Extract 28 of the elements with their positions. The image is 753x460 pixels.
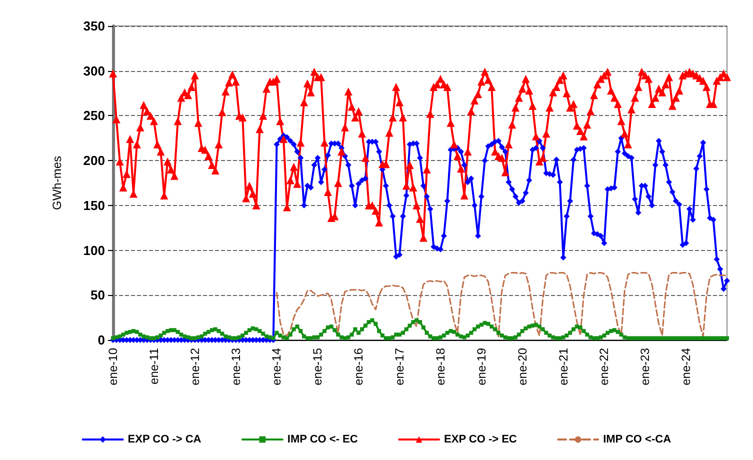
- x-tick-label: ene-22: [597, 348, 612, 386]
- x-tick-label: ene-14: [270, 348, 284, 386]
- x-tick-label: ene-16: [352, 348, 366, 386]
- legend-label: IMP CO <- EC: [287, 434, 358, 446]
- x-tick-label: ene-10: [106, 348, 120, 386]
- legend-label: IMP CO <-CA: [603, 434, 672, 446]
- x-tick-label: ene-23: [638, 348, 652, 386]
- y-tick-label: 0: [98, 332, 105, 348]
- y-tick-label: 350: [83, 18, 105, 34]
- y-axis-title: GWh-mes: [50, 156, 64, 210]
- legend-label: EXP CO -> CA: [128, 434, 202, 446]
- y-tick-label: 150: [83, 198, 105, 213]
- x-tick-label: ene-11: [146, 348, 161, 384]
- x-tick-label: ene-19: [474, 348, 488, 386]
- x-tick-label: ene-15: [310, 348, 325, 386]
- x-tick-label: ene-17: [392, 348, 407, 386]
- y-tick-label: 250: [83, 108, 105, 124]
- y-tick-label: 200: [83, 153, 105, 168]
- y-tick-label: 50: [90, 288, 105, 303]
- x-tick-label: ene-13: [228, 348, 243, 386]
- y-tick-label: 300: [83, 63, 105, 78]
- y-tick-label: 100: [83, 242, 105, 258]
- x-tick-label: ene-21: [556, 348, 570, 386]
- x-tick-label: ene-24: [679, 348, 694, 386]
- x-tick-label: ene-12: [188, 348, 202, 386]
- x-tick-label: ene-20: [515, 348, 530, 386]
- x-tick-label: ene-18: [433, 348, 448, 386]
- legend-label: EXP CO -> EC: [444, 434, 517, 446]
